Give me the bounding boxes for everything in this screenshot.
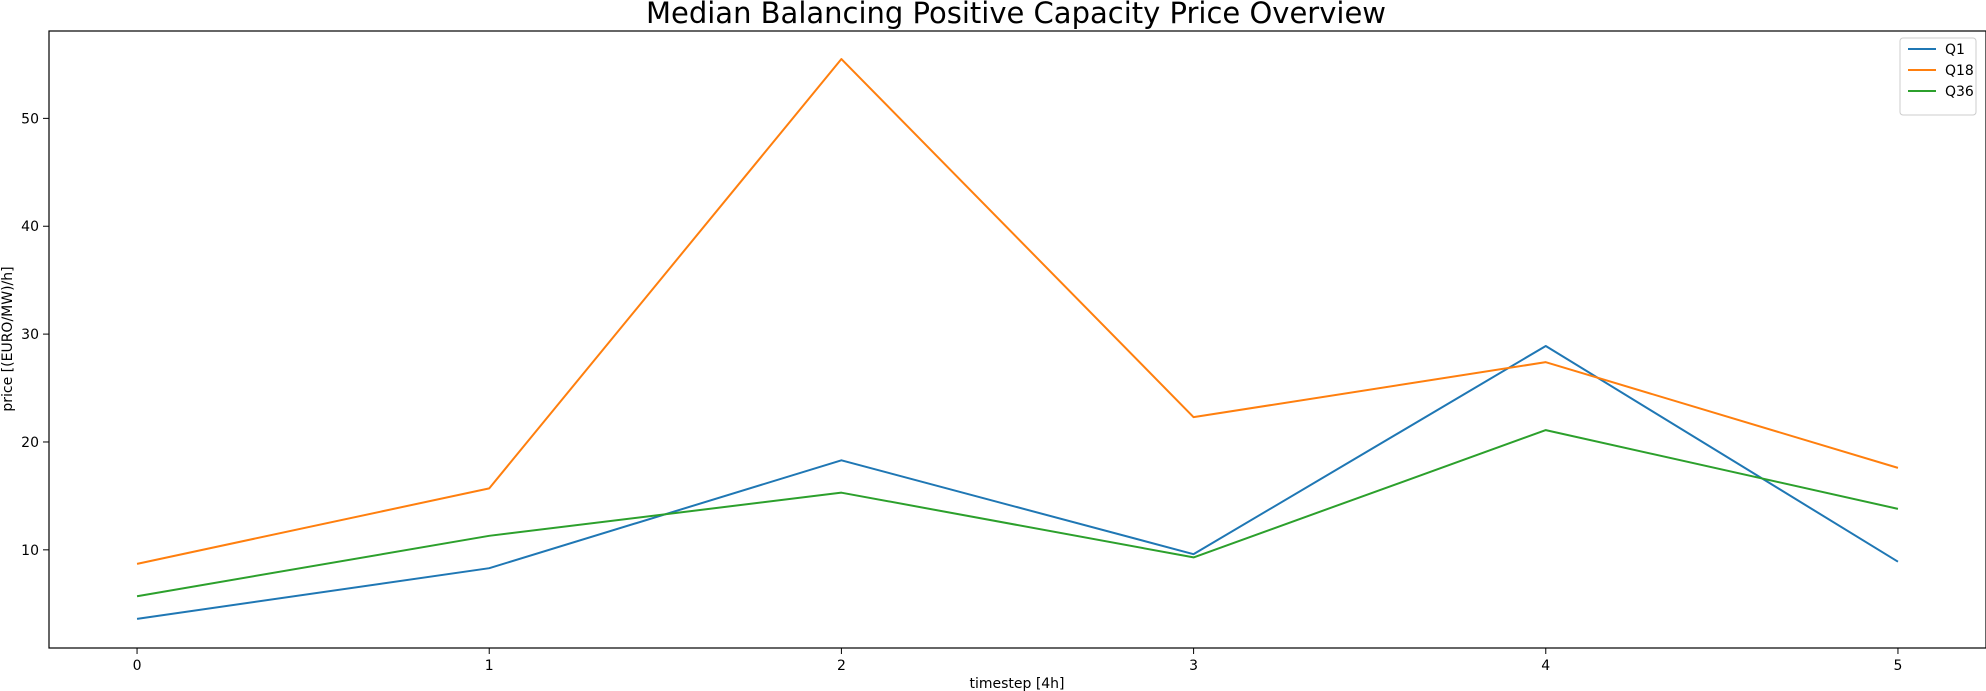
y-axis-label: price [(EURO/MW)/h]: [0, 266, 16, 411]
y-tick-label: 10: [21, 543, 39, 559]
series-lines: [136, 58, 1899, 620]
legend-label: Q1: [1945, 42, 1965, 58]
y-tick-label: 30: [21, 327, 39, 343]
plot-area: [48, 30, 1986, 649]
y-tick-label: 50: [21, 111, 39, 127]
chart-title: Median Balancing Positive Capacity Price…: [646, 0, 1386, 30]
legend-label: Q36: [1945, 84, 1974, 100]
x-tick-label: 2: [837, 658, 846, 674]
x-tick-label: 0: [133, 658, 142, 674]
x-axis-label: timestep [4h]: [969, 676, 1064, 691]
x-tick-label: 5: [1893, 658, 1902, 674]
series-line-q36: [136, 429, 1899, 598]
legend-box: [1899, 37, 1977, 116]
series-line-q18: [136, 58, 1899, 565]
y-tick-label: 40: [21, 219, 39, 235]
x-axis: 0 1 2 3 4 5: [133, 648, 1902, 674]
x-tick-label: 1: [485, 658, 494, 674]
x-tick-label: 3: [1189, 658, 1198, 674]
y-tick-label: 20: [21, 435, 39, 451]
series-line-q1: [136, 344, 1899, 620]
x-tick-label: 4: [1541, 658, 1550, 674]
legend-label: Q18: [1945, 63, 1974, 79]
legend: Q1 Q18 Q36: [1899, 37, 1977, 116]
y-axis: 10 20 30 40 50: [21, 111, 49, 559]
